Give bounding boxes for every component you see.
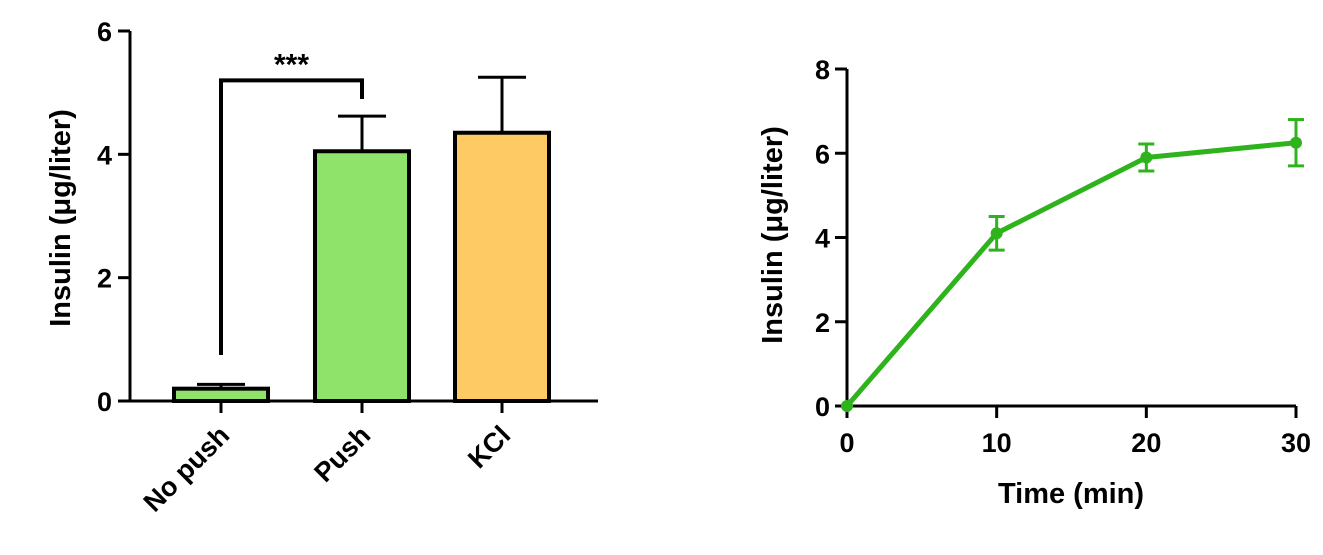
bar-y-tick-label: 4 <box>97 140 112 170</box>
bar-series <box>172 75 551 403</box>
line-x-tick-label: 0 <box>839 428 854 458</box>
significance-line <box>219 78 364 355</box>
bar <box>172 386 270 403</box>
bar <box>313 149 411 403</box>
line-y-tick-label: 8 <box>815 55 830 85</box>
data-point <box>841 400 853 412</box>
data-point <box>1290 136 1302 149</box>
data-line <box>845 140 1297 408</box>
line-y-tick-label: 6 <box>815 139 830 169</box>
line-x-axis-title: Time (min) <box>998 478 1144 510</box>
bar-y-axis-title: Insulin (μg/liter) <box>45 109 77 327</box>
data-point <box>1140 151 1153 164</box>
line-x-tick-label: 30 <box>1281 428 1311 458</box>
line-chart: 0 2 4 6 8 0 10 20 30 Time (min) Insulin (μg/lit… <box>757 55 1311 510</box>
line-series <box>841 118 1304 412</box>
line-y-ticks: 0 2 4 6 8 <box>815 55 847 422</box>
bar-y-tick-label: 0 <box>97 387 112 417</box>
line-x-ticks: 0 10 20 30 <box>839 406 1311 458</box>
bar <box>453 130 551 403</box>
line-y-tick-label: 4 <box>815 224 830 254</box>
data-point <box>990 227 1003 240</box>
line-y-tick-label: 0 <box>815 392 830 422</box>
bar-y-tick-label: 2 <box>97 264 112 294</box>
bar-x-tick-label: No push <box>138 420 236 518</box>
line-x-tick-label: 10 <box>982 428 1012 458</box>
bar-x-tick-label: Push <box>308 420 376 488</box>
line-y-tick-label: 2 <box>815 308 830 338</box>
line-y-axis-title: Insulin (μg/liter) <box>757 126 789 344</box>
bar-chart: 0 2 4 6 No push Push KCl *** Insulin (μg/lite… <box>45 17 598 518</box>
significance-label: *** <box>274 48 309 81</box>
significance-bracket: *** <box>219 48 364 355</box>
bar-y-ticks: 0 2 4 6 <box>97 17 130 417</box>
bar-y-tick-label: 6 <box>97 17 112 47</box>
line-x-tick-label: 20 <box>1131 428 1161 458</box>
bar-x-tick-label: KCl <box>462 420 516 474</box>
bar-x-ticks: No push Push KCl <box>138 401 516 518</box>
